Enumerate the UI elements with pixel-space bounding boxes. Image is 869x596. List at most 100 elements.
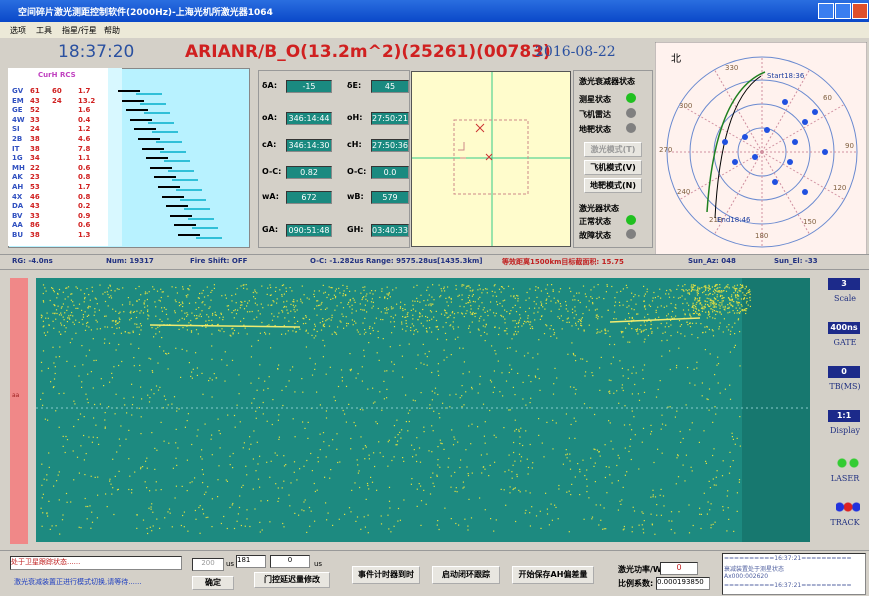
action-button[interactable]: 启动闭环跟踪 <box>432 566 500 584</box>
ok-button[interactable]: 确定 <box>192 576 234 590</box>
close-button[interactable] <box>852 3 868 19</box>
noise-dot <box>563 464 564 465</box>
noise-dot <box>735 296 736 297</box>
noise-dot <box>416 329 417 330</box>
noise-dot <box>713 524 714 525</box>
noise-dot <box>100 404 101 405</box>
noise-dot <box>498 361 499 362</box>
noise-dot <box>441 290 442 291</box>
noise-dot <box>304 428 305 429</box>
noise-dot <box>684 313 685 314</box>
mode-button[interactable]: 激光模式(T) <box>584 142 642 157</box>
noise-dot <box>716 365 717 366</box>
noise-dot <box>650 497 651 498</box>
side-value[interactable]: 1:1 <box>828 410 860 422</box>
noise-dot <box>741 306 742 307</box>
noise-dot <box>140 433 141 434</box>
side-value[interactable]: 3 <box>828 278 860 290</box>
noise-dot <box>78 419 79 420</box>
noise-dot <box>736 288 737 289</box>
noise-dot <box>584 519 585 520</box>
noise-dot <box>484 332 485 333</box>
noise-dot <box>709 289 710 290</box>
noise-dot <box>139 408 140 409</box>
noise-dot <box>567 454 568 455</box>
noise-dot <box>515 305 516 306</box>
noise-dot <box>732 299 733 300</box>
noise-dot <box>459 306 460 307</box>
noise-dot <box>669 297 670 298</box>
noise-dot <box>363 290 364 291</box>
noise-dot <box>451 518 452 519</box>
noise-dot <box>675 308 676 309</box>
noise-dot <box>456 289 457 290</box>
noise-dot <box>79 322 80 323</box>
noise-dot <box>91 371 92 372</box>
mode-button[interactable]: 飞机模式(V) <box>584 160 642 175</box>
noise-dot <box>119 312 120 313</box>
maximize-button[interactable] <box>835 3 851 19</box>
noise-dot <box>118 289 119 290</box>
mode-button[interactable]: 地靶模式(N) <box>584 178 642 193</box>
noise-dot <box>92 442 93 443</box>
menu-item[interactable]: 工具 <box>36 25 52 36</box>
noise-dot <box>661 489 662 490</box>
noise-dot <box>208 316 209 317</box>
noise-dot <box>67 306 68 307</box>
noise-dot <box>557 300 558 301</box>
noise-dot <box>741 298 742 299</box>
noise-dot <box>149 397 150 398</box>
noise-dot <box>485 421 486 422</box>
noise-dot <box>635 304 636 305</box>
side-label: TB(MS) <box>822 382 868 391</box>
list-cell: 38 <box>30 135 40 143</box>
noise-dot <box>728 507 729 508</box>
noise-dot <box>56 480 57 481</box>
noise-dot <box>188 413 189 414</box>
menu-item[interactable]: 帮助 <box>104 25 120 36</box>
action-button[interactable]: 开始保存AH偏差量 <box>512 566 594 584</box>
noise-dot <box>116 394 117 395</box>
noise-dot <box>201 316 202 317</box>
side-value[interactable]: 0 <box>828 366 860 378</box>
noise-dot <box>431 304 432 305</box>
noise-dot <box>107 327 108 328</box>
noise-dot <box>67 439 68 440</box>
noise-dot <box>288 330 289 331</box>
noise-dot <box>572 309 573 310</box>
noise-dot <box>718 304 719 305</box>
action-button[interactable]: 事件计时器到时 <box>352 566 420 584</box>
noise-dot <box>350 370 351 371</box>
noise-dot <box>530 492 531 493</box>
noise-dot <box>330 367 331 368</box>
noise-dot <box>412 318 413 319</box>
field-label: oH: <box>347 113 362 122</box>
menu-item[interactable]: 选项 <box>10 25 26 36</box>
noise-dot <box>540 528 541 529</box>
noise-dot <box>217 496 218 497</box>
noise-dot <box>145 461 146 462</box>
noise-dot <box>638 468 639 469</box>
noise-dot <box>569 438 570 439</box>
noise-dot <box>241 304 242 305</box>
noise-dot <box>105 427 106 428</box>
noise-dot <box>633 296 634 297</box>
noise-dot <box>493 531 494 532</box>
noise-dot <box>530 381 531 382</box>
noise-dot <box>707 287 708 288</box>
gate-change-button[interactable]: 门控延迟量修改 <box>254 572 330 588</box>
side-value[interactable]: 400ns <box>828 322 860 334</box>
minimize-button[interactable] <box>818 3 834 19</box>
noise-dot <box>151 506 152 507</box>
noise-dot <box>629 446 630 447</box>
noise-dot <box>466 310 467 311</box>
noise-dot <box>595 309 596 310</box>
noise-dot <box>247 333 248 334</box>
noise-dot <box>122 287 123 288</box>
noise-dot <box>511 338 512 339</box>
noise-dot <box>349 291 350 292</box>
menu-item[interactable]: 指星/行星 <box>62 25 97 36</box>
noise-dot <box>602 529 603 530</box>
noise-dot <box>281 390 282 391</box>
noise-dot <box>474 313 475 314</box>
